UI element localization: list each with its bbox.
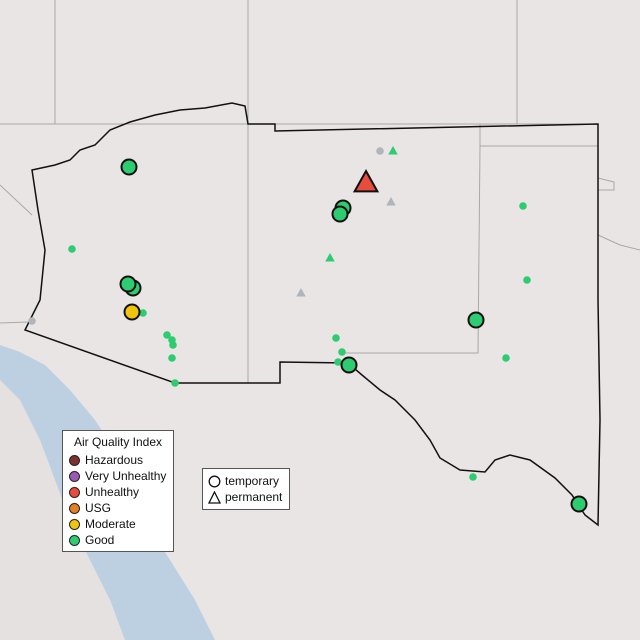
triangle-icon xyxy=(208,490,221,504)
monitor-marker-temporary[interactable] xyxy=(119,275,137,293)
sensor-marker-permanent[interactable] xyxy=(386,197,396,206)
monitor-type-legend: temporary permanent xyxy=(202,468,290,510)
monitor-marker-temporary[interactable] xyxy=(123,303,141,321)
sensor-marker-permanent[interactable] xyxy=(296,288,306,297)
state-borders xyxy=(0,0,640,383)
color-swatch-icon xyxy=(69,502,80,514)
sensor-marker-temporary[interactable] xyxy=(338,348,346,356)
aqi-legend-title: Air Quality Index xyxy=(73,435,163,449)
legend-item-good: Good xyxy=(69,532,167,548)
legend-label: temporary xyxy=(225,474,280,488)
legend-item-hazardous: Hazardous xyxy=(69,452,167,468)
color-swatch-icon xyxy=(69,486,80,498)
monitor-marker-temporary[interactable] xyxy=(340,356,358,374)
monitor-marker-temporary[interactable] xyxy=(120,158,138,176)
sensor-marker-temporary[interactable] xyxy=(169,341,177,349)
legend-label: Good xyxy=(85,533,115,547)
legend-item-usg: USG xyxy=(69,500,167,516)
legend-item-temporary: temporary xyxy=(208,473,284,489)
sensor-marker-temporary[interactable] xyxy=(163,331,171,339)
sensor-marker-temporary[interactable] xyxy=(28,317,36,325)
monitor-marker-temporary[interactable] xyxy=(570,495,588,513)
monitor-marker-permanent[interactable] xyxy=(352,168,380,193)
sensor-marker-temporary[interactable] xyxy=(376,147,384,155)
sensor-marker-temporary[interactable] xyxy=(523,276,531,284)
legend-label: Moderate xyxy=(85,517,136,531)
sensor-marker-temporary[interactable] xyxy=(332,334,340,342)
sensor-marker-temporary[interactable] xyxy=(168,354,176,362)
aqi-legend-items: Hazardous Very Unhealthy Unhealthy USG Moder… xyxy=(69,452,167,548)
monitor-marker-temporary[interactable] xyxy=(467,311,485,329)
circle-icon xyxy=(208,475,221,488)
monitor-marker-temporary[interactable] xyxy=(331,205,349,223)
sensor-marker-temporary[interactable] xyxy=(171,379,179,387)
color-swatch-icon xyxy=(69,454,80,466)
legend-label: Very Unhealthy xyxy=(85,469,167,483)
sensor-marker-temporary[interactable] xyxy=(469,473,477,481)
color-swatch-icon xyxy=(69,518,80,530)
legend-label: USG xyxy=(85,501,112,515)
sensor-marker-temporary[interactable] xyxy=(139,309,147,317)
legend-item-very-unhealthy: Very Unhealthy xyxy=(69,468,167,484)
sensor-marker-permanent[interactable] xyxy=(388,146,398,155)
legend-item-unhealthy: Unhealthy xyxy=(69,484,167,500)
legend-label: permanent xyxy=(225,490,283,504)
sensor-marker-temporary[interactable] xyxy=(334,358,342,366)
sensor-marker-temporary[interactable] xyxy=(519,202,527,210)
color-swatch-icon xyxy=(69,470,80,482)
sensor-marker-temporary[interactable] xyxy=(68,245,76,253)
color-swatch-icon xyxy=(69,534,80,546)
legend-label: Unhealthy xyxy=(85,485,140,499)
sensor-marker-temporary[interactable] xyxy=(502,354,510,362)
aqi-legend: Air Quality Index Hazardous Very Unhealth… xyxy=(62,430,174,552)
legend-item-permanent: permanent xyxy=(208,489,284,505)
legend-label: Hazardous xyxy=(85,453,144,467)
monitor-markers xyxy=(28,146,588,513)
legend-item-moderate: Moderate xyxy=(69,516,167,532)
region-outline xyxy=(23,102,601,527)
sensor-marker-permanent[interactable] xyxy=(325,253,335,262)
